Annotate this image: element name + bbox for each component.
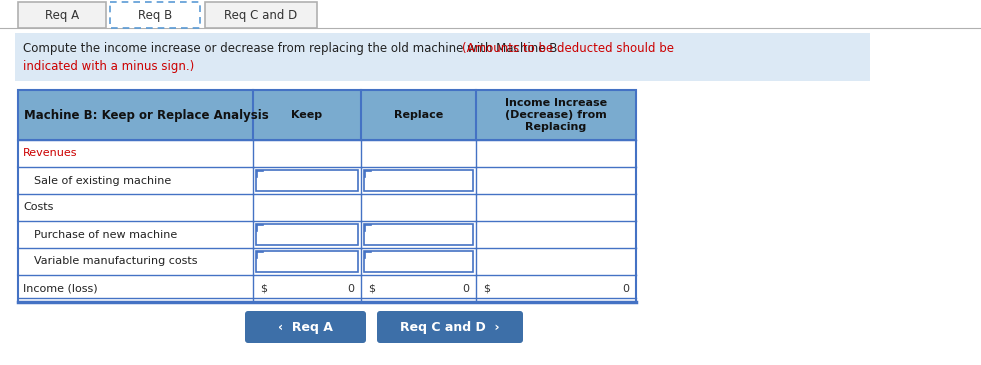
Text: indicated with a minus sign.): indicated with a minus sign.) <box>23 60 194 73</box>
FancyBboxPatch shape <box>364 251 473 272</box>
Text: $: $ <box>483 284 490 293</box>
FancyBboxPatch shape <box>205 2 317 28</box>
Text: Req C and D: Req C and D <box>225 8 297 22</box>
FancyBboxPatch shape <box>18 2 106 28</box>
FancyBboxPatch shape <box>245 311 366 343</box>
Text: Req C and D  ›: Req C and D › <box>400 320 499 334</box>
FancyBboxPatch shape <box>110 2 200 28</box>
Text: Sale of existing machine: Sale of existing machine <box>34 176 172 185</box>
FancyBboxPatch shape <box>18 167 636 194</box>
FancyBboxPatch shape <box>256 224 358 245</box>
Text: (Amounts to be deducted should be: (Amounts to be deducted should be <box>462 42 674 55</box>
FancyBboxPatch shape <box>18 248 636 275</box>
FancyBboxPatch shape <box>256 170 358 191</box>
Text: Replace: Replace <box>394 110 443 120</box>
FancyBboxPatch shape <box>18 194 636 221</box>
FancyBboxPatch shape <box>18 140 636 167</box>
FancyBboxPatch shape <box>15 33 870 81</box>
Text: Income Increase
(Decrease) from
Replacing: Income Increase (Decrease) from Replacin… <box>505 99 607 132</box>
FancyBboxPatch shape <box>256 251 358 272</box>
Text: $: $ <box>260 284 267 293</box>
Text: Keep: Keep <box>291 110 323 120</box>
Text: Machine B: Keep or Replace Analysis: Machine B: Keep or Replace Analysis <box>24 108 269 122</box>
Text: 0: 0 <box>622 284 629 293</box>
Text: 0: 0 <box>347 284 354 293</box>
Text: Variable manufacturing costs: Variable manufacturing costs <box>34 257 197 266</box>
Text: Compute the income increase or decrease from replacing the old machine with Mach: Compute the income increase or decrease … <box>23 42 565 55</box>
Text: Income (loss): Income (loss) <box>23 284 98 293</box>
FancyBboxPatch shape <box>364 170 473 191</box>
FancyBboxPatch shape <box>18 275 636 302</box>
Text: Purchase of new machine: Purchase of new machine <box>34 230 178 239</box>
Text: $: $ <box>368 284 375 293</box>
FancyBboxPatch shape <box>18 221 636 248</box>
Text: Req B: Req B <box>138 8 172 22</box>
FancyBboxPatch shape <box>364 224 473 245</box>
FancyBboxPatch shape <box>377 311 523 343</box>
Text: Revenues: Revenues <box>23 149 77 158</box>
Text: Costs: Costs <box>23 203 53 212</box>
Text: Req A: Req A <box>45 8 79 22</box>
Text: ‹  Req A: ‹ Req A <box>278 320 333 334</box>
FancyBboxPatch shape <box>18 90 636 140</box>
Text: 0: 0 <box>462 284 469 293</box>
